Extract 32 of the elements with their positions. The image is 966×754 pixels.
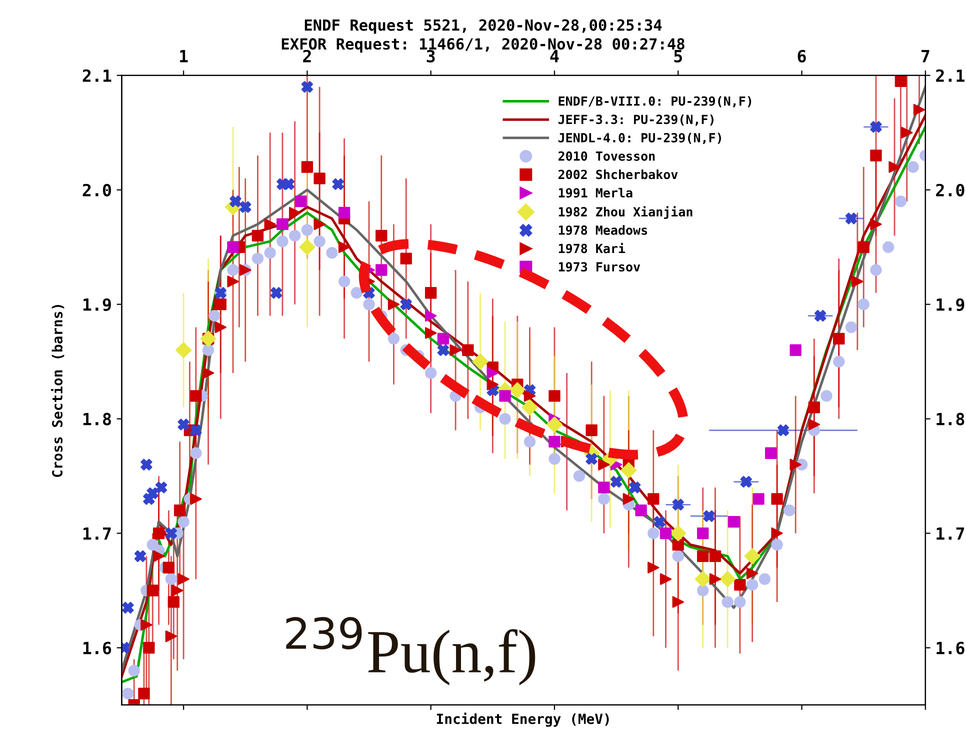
y-tick-label: 1.6 (83, 642, 112, 654)
legend-label: 2002 Shcherbakov (558, 169, 678, 180)
y2-tick-label: 1.6 (936, 642, 964, 654)
y-tick-label: 1.7 (83, 527, 111, 540)
y2-tick-label: 2.1 (936, 69, 964, 82)
y-tick-label: 2.1 (82, 69, 112, 82)
annotation: $^{239}$Pu(n,f) (286, 617, 536, 686)
legend-label: ENDF/B-VIII.0: PU-239(N,F) (558, 96, 752, 108)
x-tick-label: 4 (550, 50, 559, 62)
y-axis-title: Cross Section (barns) (51, 304, 64, 477)
legend-label: 2010 Tovesson (558, 151, 655, 161)
x-tick-label: 7 (922, 50, 930, 62)
legend-label: JENDL-4.0: PU-239(N,F) (558, 132, 721, 144)
legend-label: 1973 Fursov (558, 262, 640, 272)
legend-label: 1978 Kari (558, 242, 626, 254)
y-tick-label: 2.0 (82, 184, 111, 196)
y-tick-label: 1.9 (83, 298, 111, 311)
y2-tick-label: 1.7 (936, 527, 964, 540)
x-tick-label: 5 (674, 50, 682, 62)
x-tick-label: 6 (798, 50, 806, 62)
y-tick-label: 1.8 (83, 412, 111, 426)
x-tick-label: 3 (426, 50, 435, 62)
chart-title: ENDF Request 5521, 2020-Nov-28,00:25:34 (304, 19, 662, 34)
y2-tick-label: 2.0 (936, 184, 964, 196)
legend-label: 1991 Merla (558, 188, 632, 198)
x-axis-title: Incident Energy (MeV) (436, 712, 609, 727)
y2-tick-label: 1.8 (936, 412, 964, 426)
x-tick-label: 1 (180, 50, 188, 62)
legend-label: JEFF-3.3: PU-239(N,F) (558, 114, 714, 126)
legend-label: 1982 Zhou Xianjian (558, 206, 692, 219)
y2-tick-label: 1.9 (936, 298, 964, 311)
legend-label: 1978 Meadows (558, 225, 648, 235)
